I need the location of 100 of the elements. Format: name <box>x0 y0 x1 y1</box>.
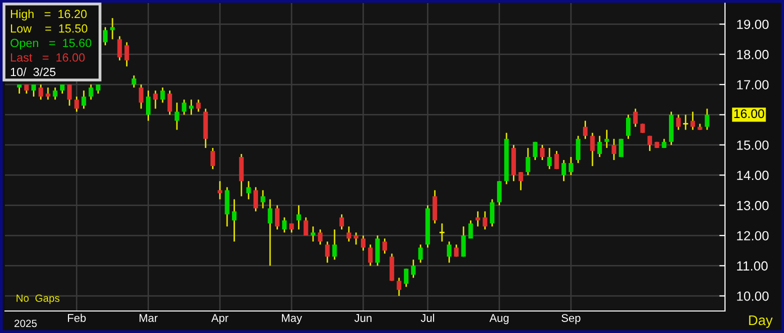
candlestick <box>174 102 180 131</box>
candlestick <box>647 135 652 152</box>
candlestick <box>260 190 266 210</box>
candlestick <box>124 42 130 68</box>
candlestick <box>532 141 538 161</box>
x-tick-label: May <box>282 314 302 324</box>
candlestick <box>597 135 602 158</box>
candlestick <box>404 268 408 288</box>
candlestick <box>74 96 79 112</box>
candlestick <box>52 86 58 100</box>
candlestick <box>146 90 151 122</box>
candlestick <box>38 84 44 100</box>
candlestick <box>160 86 165 104</box>
x-tick-label: Jul <box>420 314 434 322</box>
y-tick-label: 11.00 <box>737 261 768 271</box>
candlestick <box>490 198 494 228</box>
candlestick <box>368 244 373 266</box>
candlestick <box>82 90 86 110</box>
y-tick-label: 10.00 <box>737 291 769 301</box>
candlestick <box>562 159 566 182</box>
candlestick <box>690 111 696 131</box>
candlestick <box>676 114 681 131</box>
text: 2025 <box>14 320 37 328</box>
candlestick <box>704 108 710 131</box>
candlestick <box>411 258 416 278</box>
x-tick-label: Apr <box>211 314 228 324</box>
candlestick <box>626 114 631 140</box>
candlestick <box>633 108 638 128</box>
candlestick <box>318 228 323 246</box>
candlestick <box>468 220 473 240</box>
candlestick <box>310 226 316 242</box>
text: Day <box>749 315 773 328</box>
candlestick <box>604 129 610 149</box>
candlestick <box>568 156 574 176</box>
candlestick <box>325 240 330 264</box>
x-tick-label: Feb <box>68 314 86 322</box>
candlestick <box>540 144 545 161</box>
candlestick <box>339 214 344 230</box>
candlestick <box>46 86 50 100</box>
candlestick <box>332 228 337 260</box>
candlestick <box>167 90 172 116</box>
x-tick-label: Mar <box>140 314 158 322</box>
candlestick <box>446 240 452 264</box>
y-tick-label: 15.00 <box>737 140 769 150</box>
annotation: High = 16.20 <box>10 10 87 20</box>
annotation: Low = 15.50 <box>10 24 88 33</box>
candlestick <box>67 84 72 106</box>
candlestick <box>360 234 366 252</box>
candlestick <box>117 36 122 62</box>
annotation: No Gaps <box>16 294 60 304</box>
candlestick <box>103 26 108 46</box>
candlestick <box>461 226 466 258</box>
candlestick <box>246 180 251 200</box>
candlestick <box>196 98 201 112</box>
annotation: Open = 15.60 <box>10 38 92 50</box>
candlestick <box>253 186 258 212</box>
y-tick-label: 12.00 <box>737 231 769 240</box>
candlestick <box>96 84 100 94</box>
annotation: 10/ 3/25 <box>10 68 56 76</box>
text: 16.00 <box>734 109 764 118</box>
candlestick <box>662 138 666 149</box>
candlestick <box>110 17 115 40</box>
candlestick <box>554 150 559 170</box>
candlestick <box>218 180 222 200</box>
x-tick-label: Aug <box>489 314 508 324</box>
candlestick <box>182 98 186 116</box>
candlestick <box>268 198 272 266</box>
candlestick <box>31 84 36 98</box>
candlestick <box>382 238 387 254</box>
y-tick-label: 17.00 <box>737 80 769 90</box>
candlestick <box>138 84 144 110</box>
candlestick <box>576 135 580 164</box>
candlestick <box>418 244 423 264</box>
candlestick <box>24 84 29 94</box>
x-tick-label: Jun <box>354 314 372 322</box>
y-tick-label: 13.00 <box>737 200 769 210</box>
candlestick <box>296 204 302 230</box>
candlestick <box>612 138 616 161</box>
y-tick-label: 14.00 <box>737 170 769 180</box>
candlestick <box>304 216 308 236</box>
candlestick <box>497 180 502 206</box>
candlestick <box>590 132 595 167</box>
candlestick <box>17 84 22 94</box>
y-tick-label: 19.00 <box>737 20 769 30</box>
y-tick-label: 18.00 <box>737 50 769 60</box>
annotation: Last = 16.00 <box>10 53 85 62</box>
candlestick <box>282 216 287 234</box>
candlestick <box>354 232 358 246</box>
candlestick <box>210 147 216 170</box>
candlestick <box>518 171 524 191</box>
candlestick <box>153 90 158 110</box>
candlestick <box>547 147 552 170</box>
x-tick-label: Sep <box>562 314 580 324</box>
candlestick <box>132 74 136 88</box>
candlestick <box>396 277 402 297</box>
candlestick <box>88 84 94 100</box>
candlestick <box>583 120 588 140</box>
candlestick <box>482 210 488 230</box>
candlestick <box>188 98 194 116</box>
candlestick <box>232 198 237 242</box>
